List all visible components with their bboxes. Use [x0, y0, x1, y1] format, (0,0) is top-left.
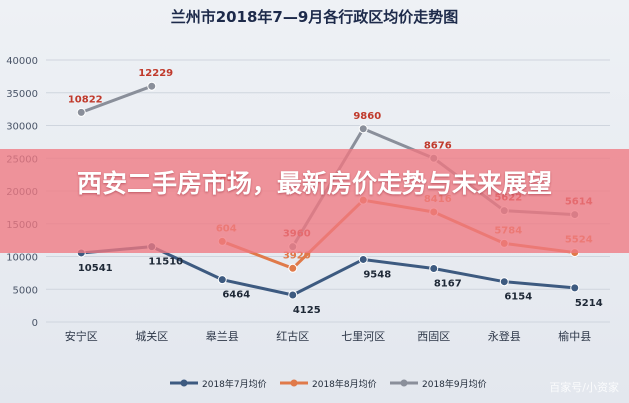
data-label: 6464 — [222, 290, 250, 301]
chart-title: 兰州市2018年7—9月各行政区均价走势图 — [170, 8, 459, 26]
x-tick-label: 七里河区 — [341, 330, 385, 343]
legend-marker — [180, 379, 188, 387]
x-tick-label: 红古区 — [276, 330, 309, 343]
y-tick-label: 5000 — [13, 285, 38, 296]
series-line — [79, 245, 577, 297]
legend-marker — [400, 379, 408, 387]
data-point — [217, 275, 227, 285]
data-label: 3920 — [283, 250, 311, 261]
data-point — [288, 290, 298, 300]
data-point — [76, 107, 86, 117]
data-label: 5214 — [575, 298, 603, 309]
x-tick-label: 西固区 — [417, 330, 450, 343]
legend-marker — [290, 379, 298, 387]
legend-label: 2018年7月均价 — [202, 378, 267, 390]
data-label: 9548 — [363, 269, 391, 280]
data-point — [570, 283, 580, 293]
y-tick-label: 30000 — [6, 122, 38, 133]
y-tick-label: 0 — [32, 318, 38, 329]
legend-label: 2018年8月均价 — [312, 378, 377, 390]
data-label: 8167 — [434, 279, 462, 290]
data-point — [147, 81, 157, 91]
x-tick-label: 皋兰县 — [206, 329, 239, 343]
data-point — [499, 277, 509, 287]
data-point — [358, 254, 368, 264]
watermark: 百家号/小资家 — [549, 381, 619, 394]
data-label: 8676 — [424, 140, 452, 151]
data-label: 10541 — [78, 263, 113, 274]
legend-label: 2018年9月均价 — [422, 378, 487, 390]
data-point — [358, 124, 368, 134]
headline-text: 西安二手房市场，最新房价走势与未来展望 — [76, 169, 552, 198]
data-label: 9860 — [353, 111, 381, 122]
data-label: 4125 — [293, 305, 321, 316]
data-label: 10822 — [68, 94, 103, 105]
x-tick-label: 永登县 — [488, 329, 521, 343]
x-tick-label: 榆中县 — [558, 329, 591, 343]
y-tick-label: 35000 — [6, 89, 38, 100]
x-tick-label: 城关区 — [135, 329, 168, 343]
data-point — [288, 263, 298, 273]
data-label: 12229 — [138, 68, 173, 79]
y-tick-label: 40000 — [6, 56, 38, 67]
data-point — [429, 264, 439, 274]
y-tick-label: 10000 — [6, 253, 38, 264]
x-tick-label: 安宁区 — [65, 329, 98, 343]
headline-banner: 西安二手房市场，最新房价走势与未来展望 — [0, 149, 629, 253]
data-label: 6154 — [504, 292, 532, 303]
data-label: 11510 — [148, 257, 183, 268]
